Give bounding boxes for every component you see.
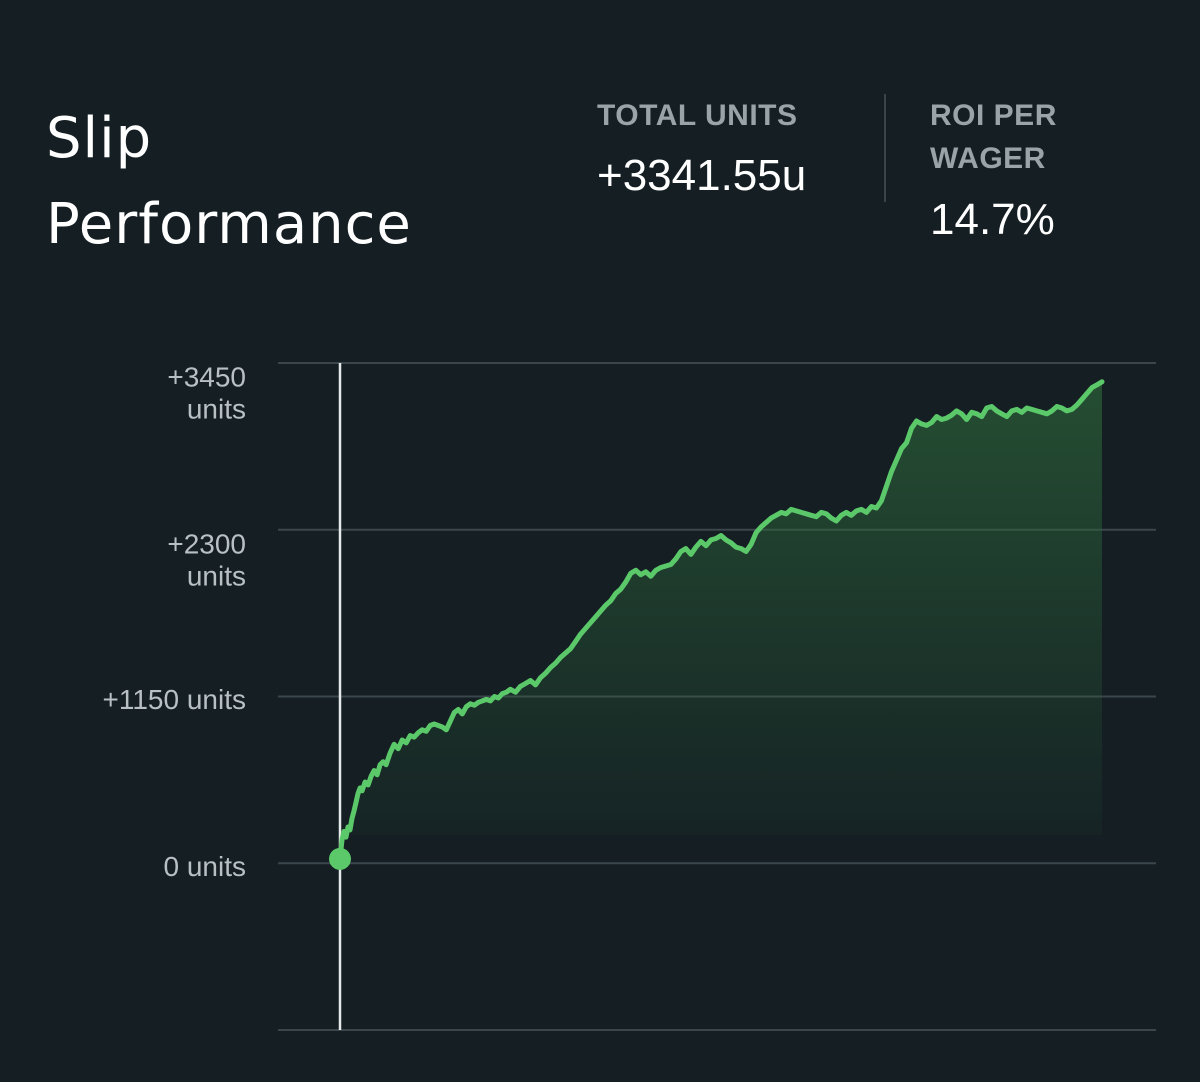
y-tick-label: units bbox=[187, 560, 246, 591]
page-title: Slip Performance bbox=[46, 96, 546, 268]
cumulative-units-area bbox=[340, 381, 1102, 859]
roi-label-line1: ROI PER bbox=[930, 99, 1057, 132]
y-tick-label: +2300 bbox=[167, 528, 246, 559]
page-title-line1: Slip bbox=[46, 106, 153, 171]
hover-cursor-dot[interactable] bbox=[329, 847, 351, 870]
y-tick-label: units bbox=[187, 394, 246, 425]
roi-value: 14.7% bbox=[930, 195, 1055, 244]
y-tick-label: 0 units bbox=[164, 851, 247, 882]
page-title-line2: Performance bbox=[46, 192, 412, 257]
total-units-value: +3341.55u bbox=[597, 151, 807, 200]
y-tick-label: +1150 units bbox=[103, 684, 247, 715]
cumulative-units-line bbox=[337, 379, 1105, 862]
y-tick-label: +3450 bbox=[167, 362, 246, 393]
roi-label-line2: WAGER bbox=[930, 142, 1046, 175]
total-units-label: TOTAL UNITS bbox=[597, 99, 798, 132]
stats-divider bbox=[884, 94, 886, 202]
